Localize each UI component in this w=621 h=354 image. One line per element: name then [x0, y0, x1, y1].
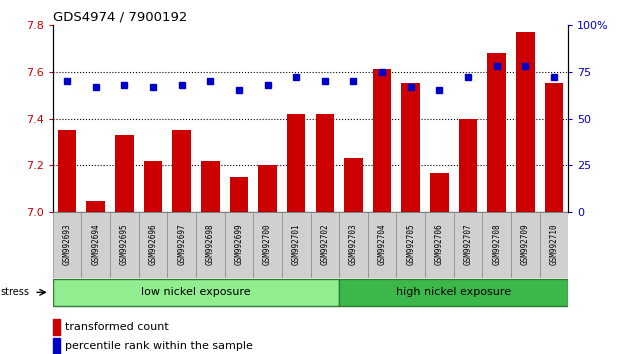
Bar — [258, 166, 277, 212]
Bar — [115, 135, 134, 212]
Bar — [344, 159, 363, 212]
Bar — [396, 212, 425, 278]
Bar — [401, 84, 420, 212]
Bar — [483, 212, 511, 278]
Bar — [516, 32, 535, 212]
Text: GSM992696: GSM992696 — [148, 223, 158, 265]
Text: GSM992700: GSM992700 — [263, 223, 272, 265]
Bar — [282, 212, 310, 278]
Text: GSM992704: GSM992704 — [378, 223, 387, 265]
Bar — [173, 130, 191, 212]
Bar — [368, 212, 396, 278]
Text: GSM992706: GSM992706 — [435, 223, 444, 265]
Bar — [167, 212, 196, 278]
Bar — [487, 53, 506, 212]
Bar — [143, 161, 162, 212]
Text: GSM992710: GSM992710 — [550, 223, 558, 265]
Text: GSM992708: GSM992708 — [492, 223, 501, 265]
Bar — [110, 212, 138, 278]
Bar — [287, 114, 306, 212]
Bar — [373, 69, 391, 212]
Bar — [53, 279, 339, 307]
Bar — [540, 212, 568, 278]
Text: GSM992695: GSM992695 — [120, 223, 129, 265]
Text: transformed count: transformed count — [65, 322, 169, 332]
Bar — [230, 177, 248, 212]
Text: GSM992693: GSM992693 — [63, 223, 71, 265]
Bar — [138, 212, 167, 278]
Text: GSM992698: GSM992698 — [206, 223, 215, 265]
Bar — [315, 114, 334, 212]
Text: low nickel exposure: low nickel exposure — [141, 287, 251, 297]
Text: percentile rank within the sample: percentile rank within the sample — [65, 341, 253, 351]
Bar — [545, 84, 563, 212]
Text: stress: stress — [1, 287, 30, 297]
Bar — [253, 212, 282, 278]
Text: GSM992697: GSM992697 — [177, 223, 186, 265]
Bar — [310, 212, 339, 278]
Bar — [339, 212, 368, 278]
Bar — [339, 279, 568, 307]
Bar — [53, 212, 81, 278]
Text: GSM992703: GSM992703 — [349, 223, 358, 265]
Bar — [201, 161, 220, 212]
Bar — [86, 201, 105, 212]
Bar — [225, 212, 253, 278]
Text: GSM992694: GSM992694 — [91, 223, 100, 265]
Text: GSM992707: GSM992707 — [463, 223, 473, 265]
Bar — [459, 119, 478, 212]
Text: GSM992705: GSM992705 — [406, 223, 415, 265]
Bar — [196, 212, 225, 278]
Bar — [454, 212, 483, 278]
Bar — [430, 172, 448, 212]
Bar — [81, 212, 110, 278]
Text: GSM992702: GSM992702 — [320, 223, 329, 265]
Text: GSM992699: GSM992699 — [234, 223, 243, 265]
Text: GSM992701: GSM992701 — [292, 223, 301, 265]
Text: GSM992709: GSM992709 — [521, 223, 530, 265]
Bar — [511, 212, 540, 278]
Bar — [425, 212, 454, 278]
Text: GDS4974 / 7900192: GDS4974 / 7900192 — [53, 10, 187, 23]
Bar — [58, 130, 76, 212]
Text: high nickel exposure: high nickel exposure — [396, 287, 511, 297]
